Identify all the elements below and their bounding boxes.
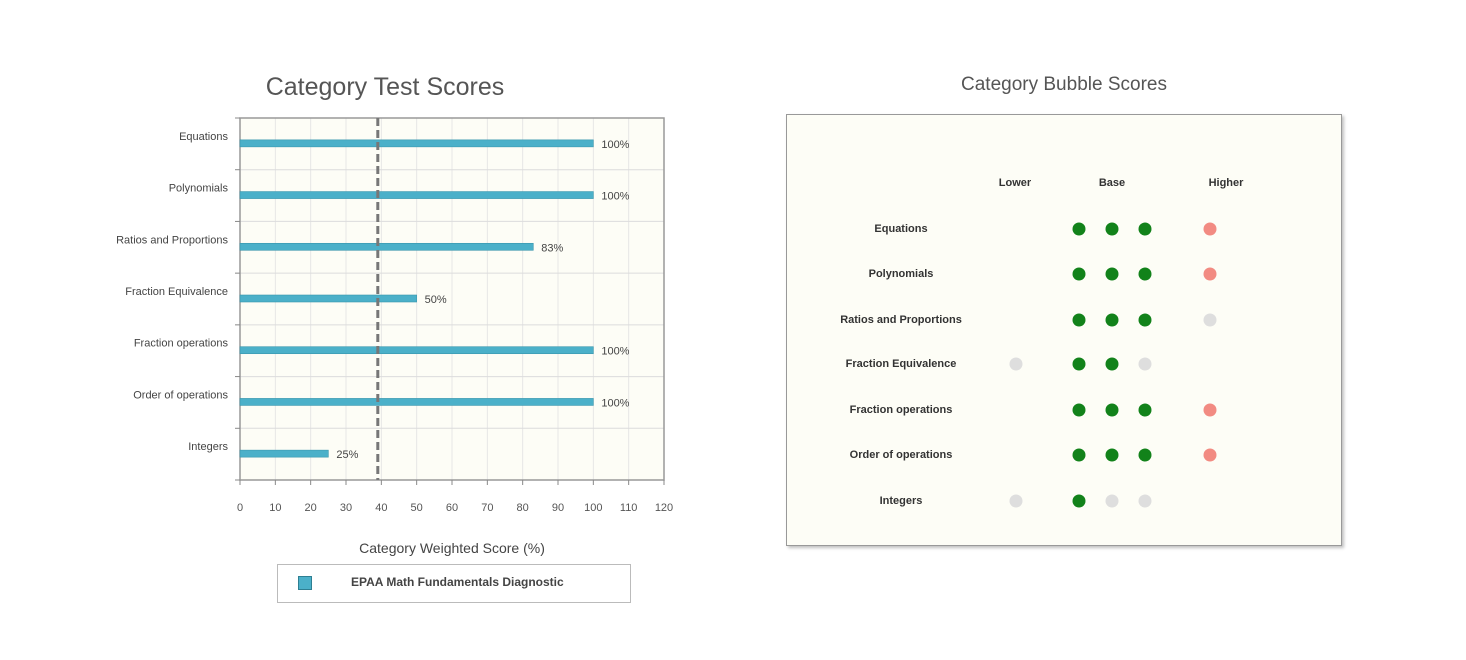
bar-value-label: 25% [336,449,358,461]
score-bubble [1203,403,1217,417]
score-bubble [1105,313,1119,327]
score-bubble [1105,494,1119,508]
row-label: Integers [879,495,923,507]
row-label: Equations [874,223,928,235]
x-tick-label: 110 [620,502,638,514]
score-bubble [1105,403,1119,417]
score-bubble [1072,313,1086,327]
x-tick-label: 80 [517,502,529,514]
row-label: Polynomials [868,268,934,280]
score-bubble [1072,403,1086,417]
score-bubble [1138,403,1152,417]
column-header: Higher [1208,177,1244,189]
bar-value-label: 100% [601,191,629,203]
bar-value-label: 100% [601,346,629,358]
x-tick-label: 60 [446,502,458,514]
score-bubble [1105,357,1119,371]
x-tick-label: 50 [411,502,423,514]
chart-legend: EPAA Math Fundamentals Diagnostic [277,564,631,603]
score-bubble [1138,313,1152,327]
score-bubble [1072,448,1086,462]
x-tick-label: 70 [481,502,493,514]
x-tick-label: 100 [584,502,602,514]
column-header: Base [1098,177,1126,189]
score-bubble [1203,448,1217,462]
score-bubble [1138,448,1152,462]
category-label: Integers [188,441,228,453]
score-bubble [1072,267,1086,281]
category-label: Fraction Equivalence [125,286,228,298]
chart-title: Category Test Scores [266,73,505,101]
score-bubble [1203,222,1217,236]
x-tick-label: 0 [237,502,243,514]
category-label: Ratios and Proportions [116,234,228,246]
bar [239,294,417,303]
row-label: Ratios and Proportions [840,314,962,326]
bar [239,449,329,458]
bar [239,398,594,406]
category-label: Fraction operations [134,338,229,350]
score-bubble [1105,448,1119,462]
row-label: Fraction operations [849,404,953,416]
score-bubble [1072,222,1086,236]
category-label: Order of operations [133,389,228,401]
bubble-chart-title: Category Bubble Scores [961,74,1167,95]
score-bubble [1072,357,1086,371]
bar [239,242,534,251]
bubble-scores-panel: Lower Base Higher Equations Polynomials Ratio… [786,114,1342,546]
category-label: Polynomials [169,183,229,195]
x-tick-label: 120 [655,502,673,514]
score-bubble [1138,357,1152,371]
category-label: Equations [179,131,228,143]
bar [239,191,594,199]
score-bubble [1105,222,1119,236]
score-bubble [1105,267,1119,281]
column-header: Lower [998,177,1032,189]
x-axis-label: Category Weighted Score (%) [359,540,545,556]
legend-label: EPAA Math Fundamentals Diagnostic [351,575,564,589]
row-label: Fraction Equivalence [845,358,957,370]
bar-value-label: 50% [425,294,447,306]
category-test-scores-chart: Category Test Scores 0 10 20 30 40 50 60 70 80 90 1… [116,73,673,556]
x-tick-label: 40 [375,502,387,514]
score-bubble [1138,222,1152,236]
bar-value-label: 83% [541,242,563,254]
x-tick-label: 10 [269,502,281,514]
x-tick-label: 30 [340,502,352,514]
row-label: Order of operations [849,449,953,461]
bar-value-label: 100% [601,397,629,409]
bar-value-label: 100% [601,139,629,151]
score-bubble [1009,494,1023,508]
score-bubble [1138,267,1152,281]
bar [239,139,594,148]
score-bubble [1072,494,1086,508]
score-bubble [1138,494,1152,508]
score-bubble [1203,267,1217,281]
score-bubble [1203,313,1217,327]
bar [239,346,594,355]
score-bubble [1009,357,1023,371]
x-tick-label: 90 [552,502,564,514]
x-tick-label: 20 [305,502,317,514]
legend-swatch [298,576,312,590]
